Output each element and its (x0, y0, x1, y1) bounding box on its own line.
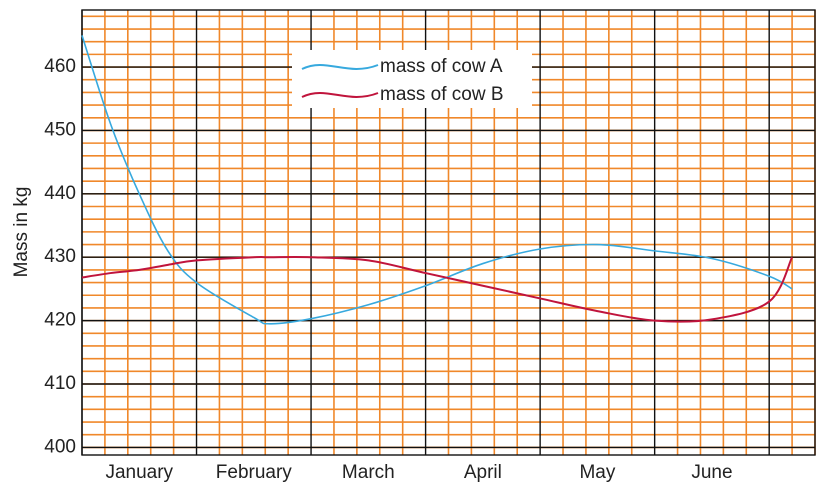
plot-frame (81, 9, 816, 456)
plot: mass of cow A mass of cow B (81, 35, 794, 325)
series-line (81, 35, 793, 325)
y-axis-label: Mass in kg (11, 187, 32, 278)
x-tick-label: April (464, 462, 502, 483)
legend-box (292, 50, 532, 108)
y-tick-label: 410 (44, 373, 76, 394)
y-tick-label: 460 (44, 56, 76, 77)
x-tick-label: May (579, 462, 615, 483)
legend-label: mass of cow B (380, 84, 504, 105)
y-tick-label: 420 (44, 310, 76, 331)
y-tick-label: 400 (44, 436, 76, 457)
legend-swatch (301, 92, 379, 98)
x-tick-label: January (105, 462, 173, 483)
legend-label: mass of cow A (380, 56, 503, 77)
y-tick-label: 440 (44, 183, 76, 204)
x-tick-label: February (216, 462, 293, 483)
x-tick-label: March (342, 462, 395, 483)
series-line (81, 255, 794, 323)
y-tick-label: 430 (44, 246, 76, 267)
x-tick-label: June (691, 462, 732, 483)
legend-swatch (301, 64, 379, 70)
y-tick-label: 450 (44, 119, 76, 140)
